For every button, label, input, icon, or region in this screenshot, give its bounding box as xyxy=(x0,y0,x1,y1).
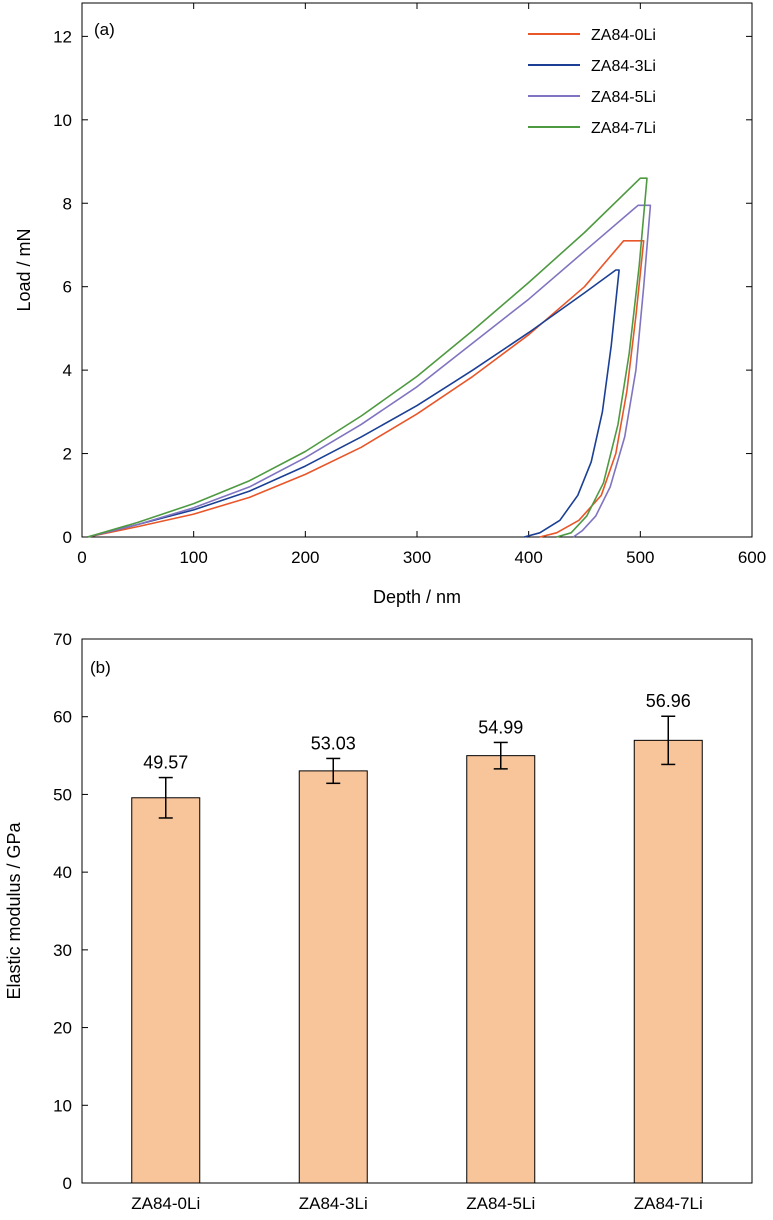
load-depth-chart: (a) Depth / nm Load / mN 0 100 200 300 400 50… xyxy=(14,2,766,607)
y-tick-label: 70 xyxy=(53,630,72,649)
data-label: 49.57 xyxy=(143,753,188,773)
x-tick-label: ZA84-0Li xyxy=(131,1194,200,1213)
legend: ZA84-0Li ZA84-3Li ZA84-5Li ZA84-7Li xyxy=(528,27,656,137)
axis-ticks: 0 10 20 30 40 50 60 70 ZA84-0Li ZA84-3Li ZA84-5Li Z… xyxy=(53,630,703,1213)
series-line-za84-0li xyxy=(87,240,645,538)
legend-label: ZA84-7Li xyxy=(591,120,656,137)
y-axis-label: Load / mN xyxy=(14,228,34,311)
bar-za84-0li xyxy=(131,797,201,1184)
panel-label-a: (a) xyxy=(94,20,115,39)
legend-label: ZA84-3Li xyxy=(591,58,656,75)
series-lines xyxy=(87,177,652,538)
bar-za84-3li xyxy=(298,770,368,1184)
x-tick-label: ZA84-5Li xyxy=(466,1194,535,1213)
x-tick-label: 0 xyxy=(77,548,86,567)
legend-label: ZA84-5Li xyxy=(591,89,656,106)
legend-label: ZA84-0Li xyxy=(591,27,656,44)
y-tick-label: 10 xyxy=(53,1096,72,1115)
x-tick-label: 100 xyxy=(179,548,207,567)
y-tick-label: 0 xyxy=(63,528,72,547)
data-label: 56.96 xyxy=(646,691,691,711)
y-tick-label: 10 xyxy=(53,111,72,130)
x-tick-label: 600 xyxy=(738,548,766,567)
y-tick-label: 2 xyxy=(63,445,72,464)
y-tick-label: 4 xyxy=(63,361,72,380)
y-tick-label: 60 xyxy=(53,708,72,727)
series-line-za84-3li xyxy=(87,269,620,538)
data-label: 53.03 xyxy=(311,733,356,753)
y-tick-label: 40 xyxy=(53,863,72,882)
x-tick-label: 200 xyxy=(291,548,319,567)
bars: 49.57 53.03 54.99 56.96 xyxy=(131,691,703,1184)
bar-za84-7li xyxy=(633,739,703,1184)
x-axis-label: Depth / nm xyxy=(373,587,461,607)
y-tick-label: 50 xyxy=(53,785,72,804)
y-tick-label: 6 xyxy=(63,278,72,297)
y-tick-label: 12 xyxy=(53,27,72,46)
y-tick-label: 0 xyxy=(63,1174,72,1193)
elastic-modulus-chart: (b) Elastic modulus / GPa 0 10 20 30 40 50 60 7… xyxy=(4,630,753,1213)
series-line-za84-7li xyxy=(87,177,648,538)
y-axis-label: Elastic modulus / GPa xyxy=(4,821,24,999)
axis-ticks: 0 100 200 300 400 500 600 0 2 4 6 8 10 12 xyxy=(53,3,766,567)
plot-area-frame xyxy=(81,638,753,1184)
x-tick-label: ZA84-3Li xyxy=(299,1194,368,1213)
plot-area-frame xyxy=(81,2,753,538)
x-tick-label: 300 xyxy=(403,548,431,567)
data-label: 54.99 xyxy=(478,717,523,737)
y-tick-label: 30 xyxy=(53,941,72,960)
y-tick-label: 20 xyxy=(53,1019,72,1038)
bar-za84-5li xyxy=(466,755,536,1184)
y-tick-label: 8 xyxy=(63,194,72,213)
x-tick-label: ZA84-7Li xyxy=(634,1194,703,1213)
x-tick-label: 400 xyxy=(514,548,542,567)
x-tick-label: 500 xyxy=(626,548,654,567)
series-line-za84-5li xyxy=(87,204,652,538)
panel-label-b: (b) xyxy=(90,658,111,677)
